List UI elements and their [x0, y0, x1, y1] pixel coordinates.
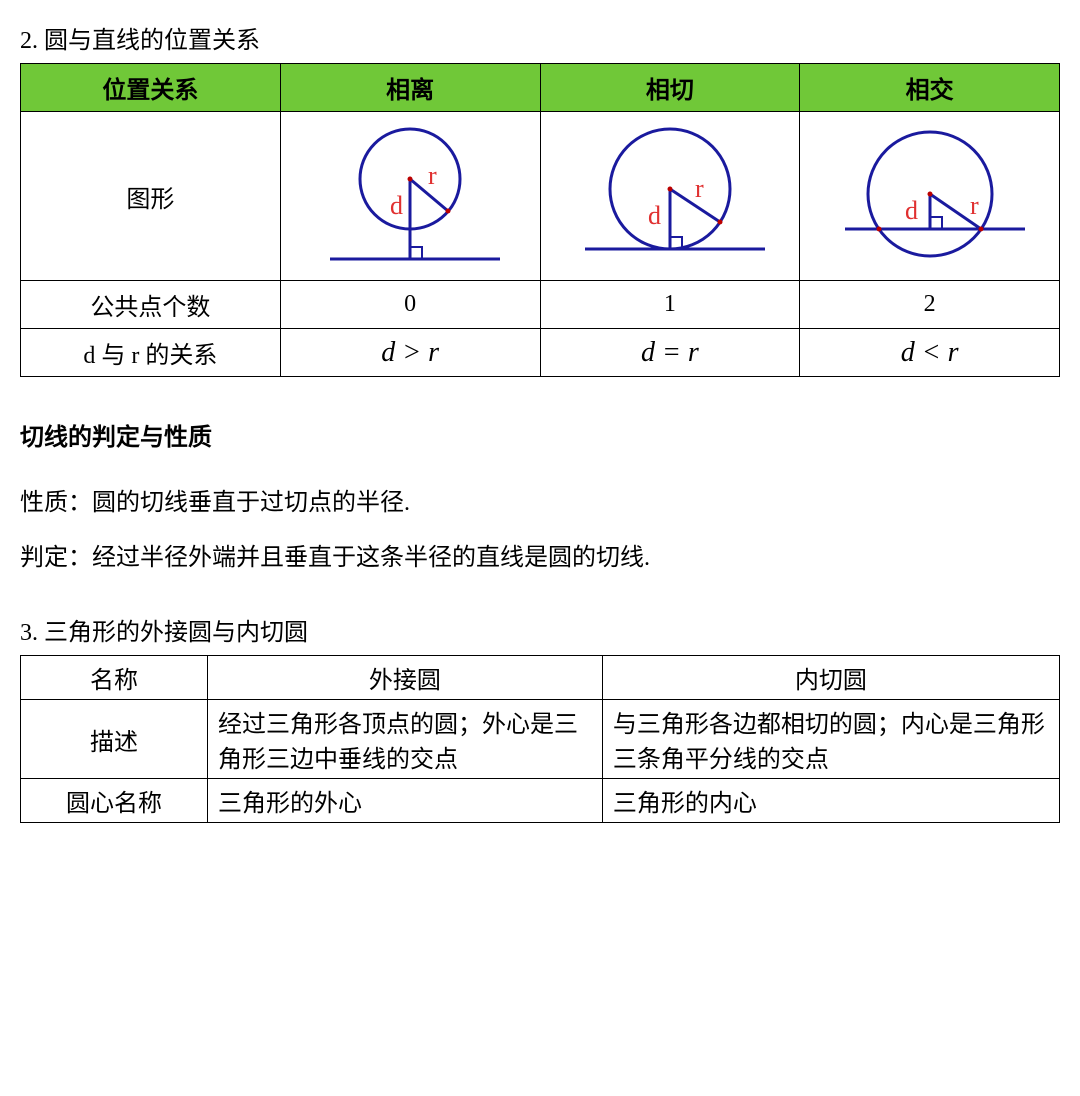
diagram-intersect: d r: [800, 112, 1060, 281]
t1-shape-label: 图形: [21, 112, 281, 281]
diagram-separate: d r: [280, 112, 540, 281]
t2-center-label: 圆心名称: [21, 779, 208, 823]
circle-line-table: 位置关系 相离 相切 相交 图形 d r: [20, 63, 1060, 377]
t1-h3: 相交: [800, 64, 1060, 112]
svg-text:d: d: [905, 196, 918, 225]
t2-center-1: 三角形的内心: [602, 779, 1059, 823]
triangle-circle-table: 名称 外接圆 内切圆 描述 经过三角形各顶点的圆；外心是三角形三边中垂线的交点 …: [20, 655, 1060, 823]
diagram-tangent: d r: [540, 112, 800, 281]
t2-center-0: 三角形的外心: [208, 779, 603, 823]
t2-desc-label: 描述: [21, 700, 208, 779]
svg-text:r: r: [970, 191, 979, 220]
section-3-title: 3. 三角形的外接圆与内切圆: [20, 612, 1060, 647]
t1-points-1: 1: [540, 281, 800, 329]
t1-h1: 相离: [280, 64, 540, 112]
t1-rel-2: d < r: [800, 329, 1060, 377]
t2-h1: 外接圆: [208, 656, 603, 700]
t1-rel-label: d 与 r 的关系: [21, 329, 281, 377]
t1-h2: 相切: [540, 64, 800, 112]
t2-desc-1: 与三角形各边都相切的圆；内心是三角形三条角平分线的交点: [602, 700, 1059, 779]
svg-text:r: r: [428, 161, 437, 190]
t1-points-label: 公共点个数: [21, 281, 281, 329]
svg-text:d: d: [390, 191, 403, 220]
t1-points-0: 0: [280, 281, 540, 329]
t1-rel-1: d = r: [540, 329, 800, 377]
tangent-heading: 切线的判定与性质: [20, 417, 1060, 452]
section-2-title: 2. 圆与直线的位置关系: [20, 20, 1060, 55]
svg-text:d: d: [648, 201, 661, 230]
t1-points-2: 2: [800, 281, 1060, 329]
tangent-determination: 判定：经过半径外端并且垂直于这条半径的直线是圆的切线.: [20, 537, 1060, 572]
t1-rel-0: d > r: [280, 329, 540, 377]
t1-h0: 位置关系: [21, 64, 281, 112]
tangent-property: 性质：圆的切线垂直于过切点的半径.: [20, 482, 1060, 517]
t2-h2: 内切圆: [602, 656, 1059, 700]
t2-h0: 名称: [21, 656, 208, 700]
t2-desc-0: 经过三角形各顶点的圆；外心是三角形三边中垂线的交点: [208, 700, 603, 779]
svg-text:r: r: [695, 174, 704, 203]
